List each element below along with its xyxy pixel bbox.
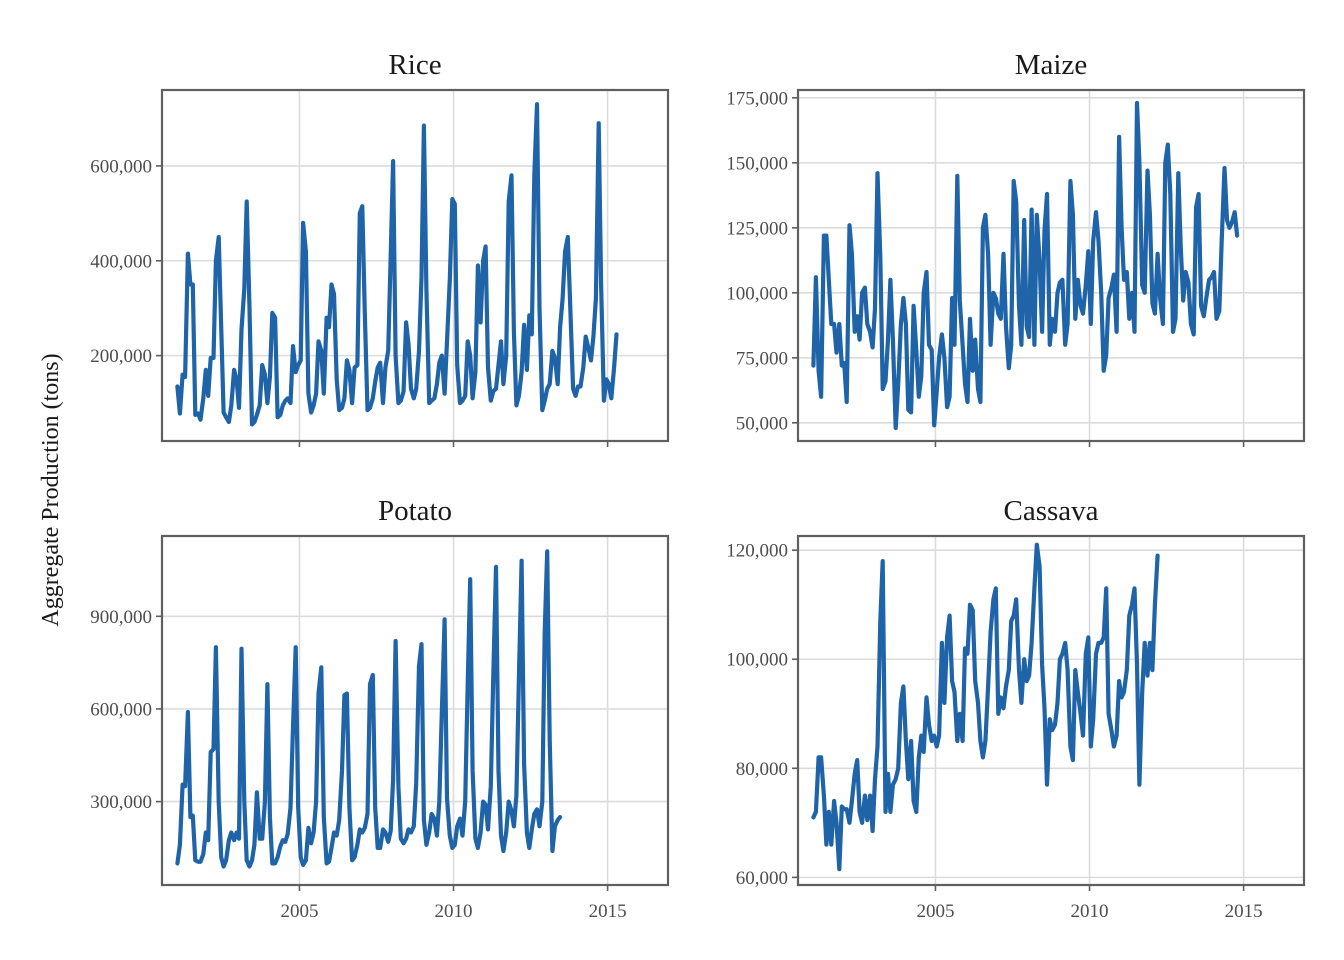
panel-title-rice: Rice <box>388 49 441 81</box>
x-tick-label: 2010 <box>435 901 473 922</box>
y-tick-label: 300,000 <box>90 792 152 813</box>
x-tick-label: 2010 <box>1071 901 1109 922</box>
series-line-cassava <box>811 542 1160 872</box>
y-tick-label: 125,000 <box>726 218 788 239</box>
panel-frame <box>160 534 670 887</box>
y-tick-label: 400,000 <box>90 251 152 272</box>
y-tick-label: 150,000 <box>726 153 788 174</box>
panel-title-cassava: Cassava <box>1003 495 1098 527</box>
panel-potato: Potato 300,000 600,000 900,000 2005 2010 2015 <box>90 495 670 922</box>
y-tick-label: 200,000 <box>90 346 152 367</box>
y-tick-label: 60,000 <box>736 868 788 889</box>
series-line-potato <box>175 549 563 869</box>
y-axis-label: Aggregate Production (tons) <box>38 353 64 626</box>
y-tick-label: 600,000 <box>90 699 152 720</box>
y-tick-label: 80,000 <box>736 759 788 780</box>
x-tick-label: 2015 <box>589 901 627 922</box>
panel-frame <box>796 534 1306 887</box>
y-tick-label: 900,000 <box>90 607 152 628</box>
x-tick-label: 2005 <box>916 901 954 922</box>
y-tick-label: 100,000 <box>726 283 788 304</box>
y-tick-label: 120,000 <box>726 541 788 562</box>
panel-frame <box>160 88 670 443</box>
panel-rice: Rice 200,000 400,000 600,000 <box>90 49 670 447</box>
y-tick-label: 50,000 <box>736 413 788 434</box>
y-tick-label: 100,000 <box>726 650 788 671</box>
series-line-maize <box>811 100 1240 431</box>
x-tick-label: 2005 <box>280 901 318 922</box>
y-tick-label: 175,000 <box>726 88 788 109</box>
panel-maize: Maize 50,000 75,000 100,000 125,000 150,000 17… <box>726 49 1306 447</box>
x-tick-label: 2015 <box>1225 901 1263 922</box>
y-tick-label: 75,000 <box>736 348 788 369</box>
y-tick-label: 600,000 <box>90 156 152 177</box>
panel-title-maize: Maize <box>1015 49 1087 81</box>
series-line-rice <box>175 102 619 427</box>
panel-frame <box>796 88 1306 443</box>
chart-panels: Rice 200,000 400,000 600,000 Maize 50,000 75,0… <box>90 49 1306 922</box>
panel-title-potato: Potato <box>378 495 452 527</box>
panel-cassava: Cassava 60,000 80,000 100,000 120,000 2005 201… <box>726 495 1306 922</box>
